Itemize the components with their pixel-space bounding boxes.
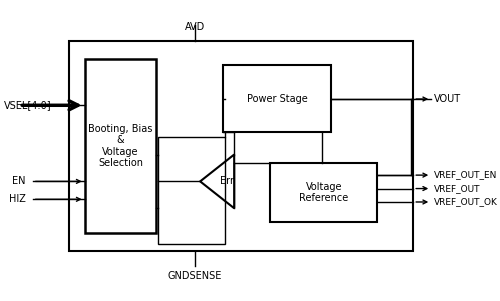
Bar <box>270 163 378 222</box>
Text: EN: EN <box>12 176 26 186</box>
Text: VREF_OUT_OK: VREF_OUT_OK <box>434 197 498 206</box>
Bar <box>84 59 156 233</box>
Text: VOUT: VOUT <box>434 94 461 104</box>
Text: VREF_OUT: VREF_OUT <box>434 184 480 193</box>
Text: GNDSENSE: GNDSENSE <box>168 271 222 281</box>
Text: VREF_OUT_EN: VREF_OUT_EN <box>434 171 497 180</box>
Bar <box>68 41 414 251</box>
Text: HIZ: HIZ <box>8 194 25 204</box>
Text: VSEL[4:0]: VSEL[4:0] <box>4 100 52 110</box>
Bar <box>158 137 225 244</box>
Text: Voltage
Reference: Voltage Reference <box>299 182 348 203</box>
Text: Booting, Bias
&
Voltage
Selection: Booting, Bias & Voltage Selection <box>88 124 152 169</box>
Text: AVD: AVD <box>184 22 205 32</box>
Text: Err: Err <box>220 176 234 186</box>
Text: Power Stage: Power Stage <box>247 94 308 104</box>
Bar <box>224 65 331 132</box>
